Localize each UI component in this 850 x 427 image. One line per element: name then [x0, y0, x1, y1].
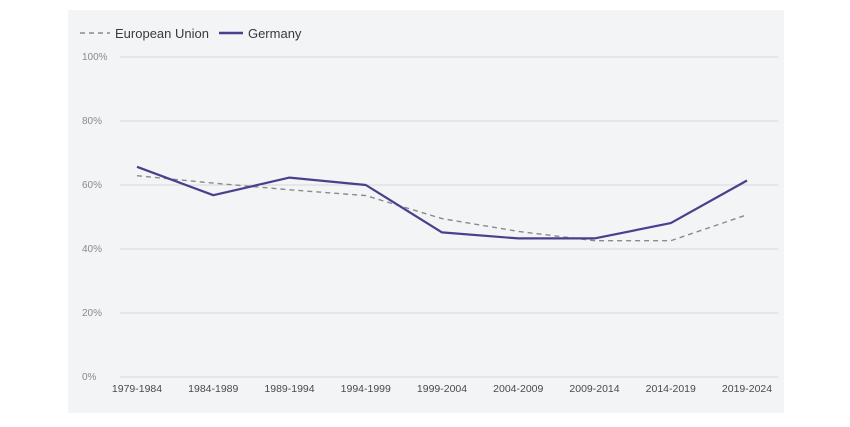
y-tick-label: 20%	[82, 308, 102, 319]
x-tick-label: 1984-1989	[188, 383, 238, 395]
legend: European Union Germany	[80, 24, 301, 42]
legend-label-germany: Germany	[247, 25, 302, 41]
legend-label-european-union: European Union	[115, 25, 209, 41]
legend-item-germany: Germany	[218, 25, 302, 41]
y-tick-label: 80%	[82, 116, 102, 127]
x-axis-ticks: 1979-1984 1984-1989 1989-1994 1994-1999 1999…	[112, 383, 772, 395]
y-tick-label: 40%	[82, 244, 102, 255]
x-tick-label: 2014-2019	[646, 383, 696, 395]
legend-item-european-union: European Union	[80, 26, 209, 41]
solid-line-swatch	[218, 31, 243, 35]
y-tick-label: 60%	[82, 180, 102, 191]
x-tick-label: 2004-2009	[493, 383, 543, 395]
y-tick-label: 0%	[82, 372, 97, 383]
series-line-germany	[136, 165, 748, 240]
x-tick-label: 1999-2004	[417, 383, 467, 395]
dashed-line-swatch	[80, 32, 110, 34]
y-tick-label: 100%	[82, 52, 108, 63]
y-axis-ticks: 0% 20% 40% 60% 80% 100%	[82, 52, 108, 383]
chart-panel	[68, 10, 784, 413]
x-tick-label: 1994-1999	[341, 383, 391, 395]
x-tick-label: 2009-2014	[569, 383, 619, 395]
gridlines	[120, 56, 778, 378]
x-tick-label: 1979-1984	[112, 383, 162, 395]
x-tick-label: 1989-1994	[264, 383, 314, 395]
series-line-european-union	[136, 175, 748, 242]
series-lines	[136, 165, 748, 242]
x-tick-label: 2019-2024	[722, 383, 772, 395]
